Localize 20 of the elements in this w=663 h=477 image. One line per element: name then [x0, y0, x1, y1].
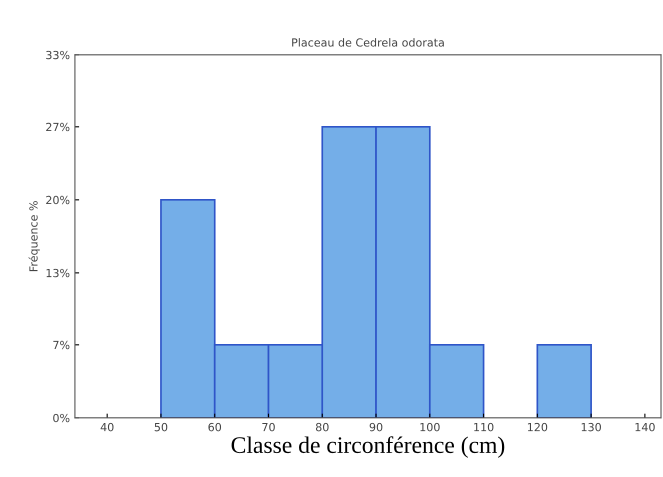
x-tick-label: 130 [582, 422, 601, 432]
y-tick-label: 0% [53, 414, 70, 422]
chart-title: Placeau de Cedrela odorata [292, 38, 444, 47]
y-tick-label: 7% [53, 340, 70, 350]
x-tick-label: 50 [154, 422, 168, 432]
x-tick-label: 70 [262, 422, 275, 432]
x-tick-label: 110 [474, 422, 494, 432]
x-tick-label: 80 [316, 422, 329, 432]
y-tick-label: 27% [46, 122, 70, 132]
x-axis-title: Classe de circonférence (cm) [232, 436, 504, 458]
x-tick-label: 140 [635, 422, 655, 432]
x-tick-label: 100 [420, 422, 440, 432]
x-tick-label: 60 [208, 422, 222, 432]
y-axis-title: Fréquence % [28, 201, 40, 272]
y-tick-label: 20% [46, 196, 70, 204]
y-tick-label: 33% [46, 50, 70, 60]
x-tick-label: 90 [370, 422, 382, 432]
x-tick-label: 40 [100, 422, 114, 432]
x-tick-label: 120 [528, 422, 548, 432]
y-tick-label: 13% [46, 268, 70, 278]
